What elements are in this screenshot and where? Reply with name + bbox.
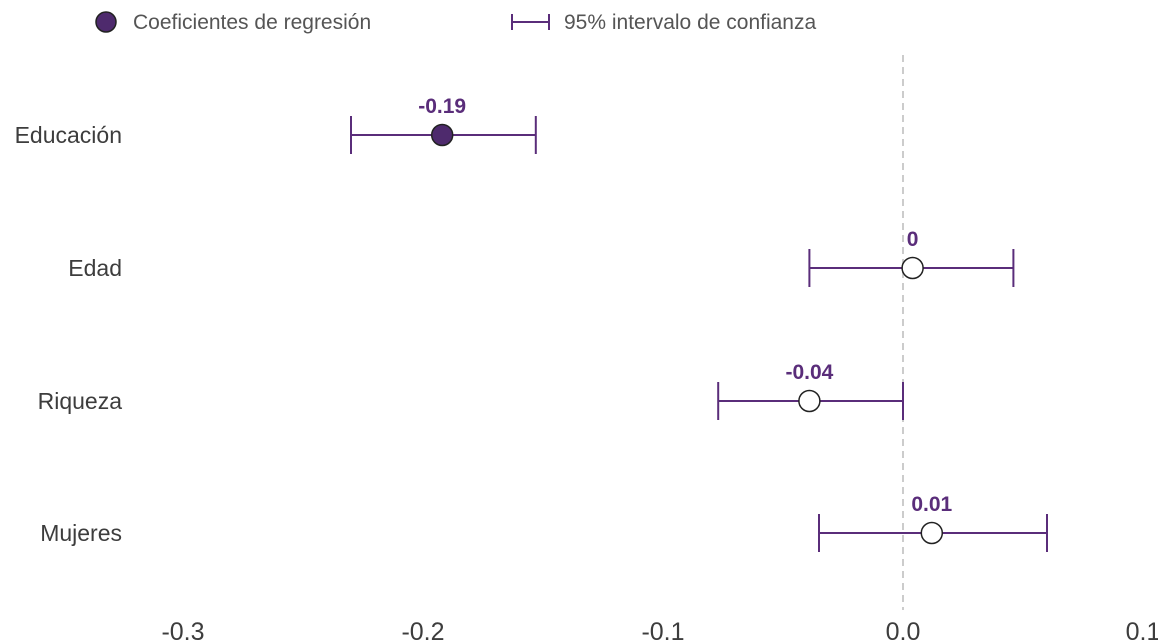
- coefficient-point-riqueza: [798, 389, 821, 413]
- legend-point-label: Coeficientes de regresión: [133, 11, 371, 34]
- confidence-intervals: [350, 116, 1048, 552]
- category-labels: Educación Edad Riqueza Mujeres: [15, 122, 123, 546]
- legend-point-marker: [95, 11, 117, 33]
- category-label-mujeres: Mujeres: [40, 520, 122, 546]
- coefficient-label-edad: 0: [907, 228, 919, 251]
- x-tick-label: -0.2: [401, 618, 444, 640]
- x-axis-ticks: -0.3 -0.2 -0.1 0.0 0.1: [161, 618, 1158, 640]
- legend: Coeficientes de regresión 95% intervalo …: [95, 11, 816, 34]
- coefficient-label-mujeres: 0.01: [911, 493, 952, 516]
- category-label-edad: Edad: [68, 255, 122, 281]
- x-tick-label: 0.1: [1126, 618, 1158, 640]
- coefficient-labels: -0.19 0 -0.04 0.01: [418, 95, 952, 516]
- coefficient-label-educacion: -0.19: [418, 95, 466, 118]
- x-tick-label: -0.1: [641, 618, 684, 640]
- coefficient-point-educacion: [430, 123, 454, 147]
- legend-interval-marker: [511, 14, 550, 30]
- x-tick-label: 0.0: [886, 618, 921, 640]
- coefficient-point-edad: [901, 256, 924, 280]
- category-label-riqueza: Riqueza: [38, 388, 123, 414]
- legend-interval-label: 95% intervalo de confianza: [564, 11, 816, 34]
- coefficient-points: [430, 123, 944, 545]
- coefficient-label-riqueza: -0.04: [785, 361, 833, 384]
- category-label-educacion: Educación: [15, 122, 122, 148]
- x-tick-label: -0.3: [161, 618, 204, 640]
- coefficient-point-mujeres: [920, 521, 944, 545]
